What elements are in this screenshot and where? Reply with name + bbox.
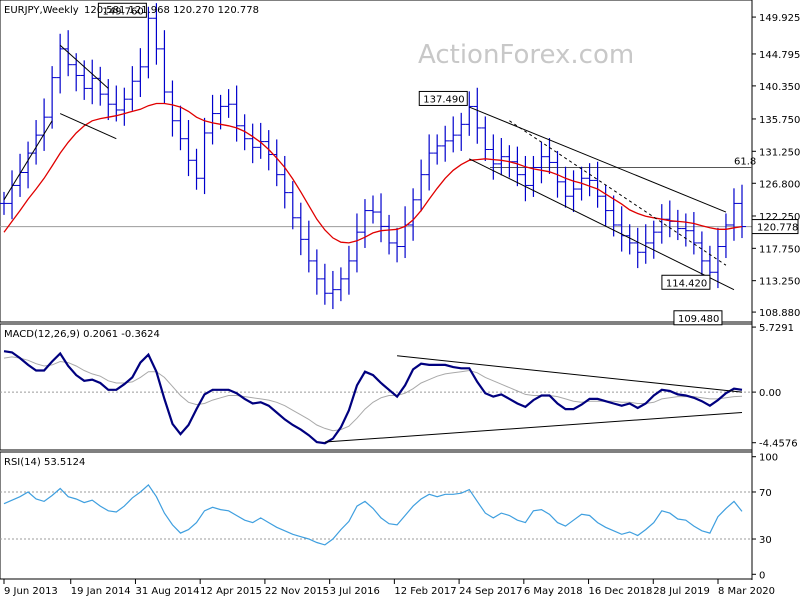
x-tick-label: 24 Sep 2017 <box>459 586 522 597</box>
x-tick-label: 31 Aug 2014 <box>135 586 199 597</box>
x-tick-label: 8 Mar 2020 <box>718 586 775 597</box>
moving-average-line <box>3 102 743 244</box>
channel-2017-lower <box>469 158 735 291</box>
channel-2017-upper <box>469 106 727 213</box>
price-y-tick-label: 108.880 <box>759 308 800 319</box>
price-annotation: 109.480 <box>678 314 719 325</box>
macd-y-tick-label: -4.4576 <box>759 439 798 450</box>
watermark: ActionForex.com <box>418 40 634 70</box>
rsi-chart: 100 70 30 0 <box>0 453 778 581</box>
macd-y-tick-label: 5.7291 <box>759 323 794 334</box>
macd-trendline-upper <box>397 355 743 393</box>
price-y-tick-label: 117.750 <box>759 244 800 255</box>
trendline-early-up <box>3 120 53 201</box>
price-annotation-box <box>97 2 147 18</box>
price-y-tick-label: 144.795 <box>759 50 800 61</box>
price-y-tick-label: 131.250 <box>759 147 800 158</box>
x-tick-label: 12 Apr 2015 <box>200 586 262 597</box>
price-annotation: 149.760 <box>102 6 143 17</box>
price-annotation: 114.420 <box>666 278 707 289</box>
symbol-label: EURJPY,Weekly <box>4 5 79 16</box>
x-tick-label: 16 Dec 2018 <box>589 586 653 597</box>
x-tick-label: 12 Feb 2017 <box>394 586 456 597</box>
price-y-tick-label: 122.250 <box>759 212 800 223</box>
price-panel <box>0 0 753 323</box>
macd-title: MACD(12,26,9) 0.2061 -0.3624 <box>4 329 160 340</box>
rsi-y-tick-label: 100 <box>759 453 778 464</box>
x-tick-label: 22 Nov 2015 <box>265 586 329 597</box>
macd-panel <box>0 323 753 451</box>
current-price-label: 120.778 <box>757 223 798 234</box>
rsi-line <box>3 483 743 546</box>
x-axis: 9 Jun 2013 19 Jan 2014 31 Aug 2014 12 Apr 2… <box>3 579 775 597</box>
x-tick-label: 9 Jun 2013 <box>4 586 58 597</box>
macd-y-tick-label: 0.00 <box>759 388 781 399</box>
price-y-tick-label: 126.800 <box>759 179 800 190</box>
price-y-tick-label: 135.750 <box>759 115 800 126</box>
x-tick-label: 3 Jul 2016 <box>330 586 380 597</box>
x-tick-label: 19 Jan 2014 <box>71 586 131 597</box>
fib-level-label: 61.8 <box>734 156 756 167</box>
price-y-tick-label: 149.925 <box>759 13 800 24</box>
x-tick-label: 6 May 2018 <box>524 586 583 597</box>
price-y-tick-label: 113.250 <box>759 277 800 288</box>
price-annotation-box <box>661 274 711 290</box>
price-annotation-box <box>418 90 468 106</box>
x-tick-label: 28 Jul 2019 <box>653 586 710 597</box>
rsi-y-tick-label: 30 <box>759 535 772 546</box>
price-chart: 149.925 144.795 140.350 135.750 131.250 126.8… <box>0 2 800 326</box>
rsi-y-tick-label: 0 <box>759 570 765 581</box>
macd-chart: 5.7291 0.00 -4.4576 <box>0 323 798 450</box>
macd-line <box>3 350 743 445</box>
rsi-title: RSI(14) 53.5124 <box>4 457 85 468</box>
price-annotation-box <box>673 310 723 326</box>
dashed-trendline <box>509 120 727 266</box>
macd-trendline-lower <box>324 412 743 443</box>
rsi-panel <box>0 451 753 580</box>
channel-2014-lower <box>59 113 117 140</box>
channel-2014-upper <box>59 44 109 89</box>
rsi-y-tick-label: 70 <box>759 488 772 499</box>
price-annotation: 137.490 <box>423 94 464 105</box>
current-price-box <box>751 219 799 235</box>
ohlc-label: 120.581 121.968 120.270 120.778 <box>84 5 259 16</box>
price-y-tick-label: 140.350 <box>759 82 800 93</box>
